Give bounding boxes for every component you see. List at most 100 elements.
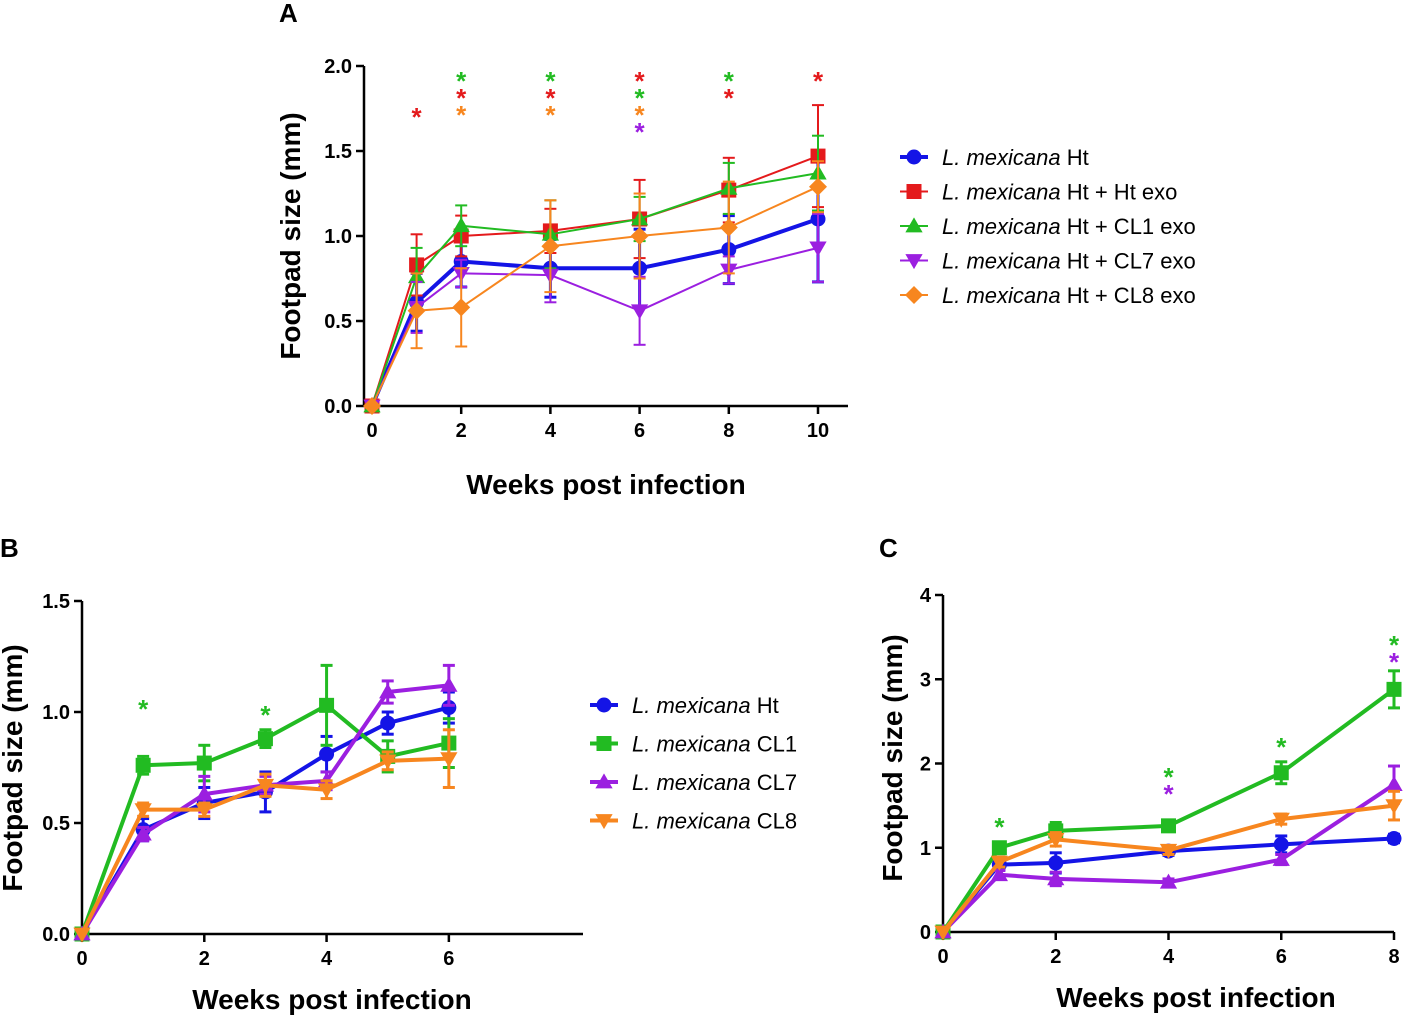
data-point: [1273, 836, 1289, 852]
legend-label: L. mexicana Ht: [632, 693, 779, 718]
data-point: [441, 700, 457, 716]
data-point: [319, 697, 335, 713]
series-3: [934, 789, 1403, 941]
y-tick-label: 0.0: [324, 396, 352, 418]
legend-label: L. mexicana Ht + CL8 exo: [942, 283, 1196, 308]
legend-label: L. mexicana Ht + CL7 exo: [942, 249, 1196, 274]
data-point: [134, 825, 152, 841]
legend-species: L. mexicana: [632, 732, 751, 757]
data-point: [195, 785, 213, 801]
data-point: [379, 683, 397, 699]
significance-star: *: [724, 66, 735, 96]
x-tick-label: 8: [1388, 946, 1399, 968]
y-tick-label: 1.0: [42, 702, 70, 724]
legend-suffix: CL7: [751, 770, 797, 795]
y-tick-label: 4: [920, 585, 932, 607]
legend-marker: [596, 697, 612, 713]
legend-marker: [905, 286, 923, 304]
x-tick-label: 0: [366, 420, 377, 442]
significance-star: *: [1163, 762, 1174, 792]
series-2: [363, 134, 827, 413]
legend-species: L. mexicana: [632, 770, 751, 795]
series-0: [364, 154, 826, 414]
data-point: [990, 866, 1008, 882]
significance-star: *: [260, 700, 271, 730]
y-tick-label: 1.5: [42, 591, 70, 613]
data-point: [440, 752, 458, 768]
x-tick-label: 10: [807, 420, 829, 442]
data-point: [991, 840, 1007, 856]
x-tick-label: 2: [1050, 946, 1061, 968]
data-point: [317, 783, 336, 799]
x-tick-label: 2: [456, 420, 467, 442]
data-point: [319, 746, 335, 762]
legend-species: L. mexicana: [632, 809, 751, 834]
legend-marker: [595, 814, 613, 830]
data-point: [407, 301, 426, 320]
chart-panel-b: B 0.0 0.5 1.0 1.5 0 2 4 6 Weeks post infection Foo…: [0, 533, 797, 1015]
significance-star: *: [635, 66, 646, 96]
data-point: [719, 218, 738, 237]
data-point: [1386, 830, 1402, 846]
legend-suffix: CL8: [751, 809, 797, 834]
x-tick-label: 4: [545, 420, 557, 442]
panel-letter: A: [279, 0, 298, 28]
series-3: [73, 728, 458, 943]
significance-star: *: [994, 812, 1005, 842]
significance-star: *: [412, 102, 423, 132]
legend-suffix: Ht: [751, 693, 779, 718]
legend-label: L. mexicana Ht: [942, 145, 1089, 170]
legend-suffix: Ht + Ht exo: [1061, 180, 1178, 205]
legend-marker: [905, 254, 923, 270]
legend-suffix: Ht + CL8 exo: [1061, 283, 1196, 308]
series-line: [941, 803, 1395, 934]
x-tick-label: 4: [321, 948, 333, 970]
legend-species: L. mexicana: [632, 693, 751, 718]
data-point: [1386, 681, 1402, 697]
series-1: [364, 104, 826, 414]
data-point: [1272, 812, 1290, 828]
legend-suffix: Ht + CL7 exo: [1061, 249, 1196, 274]
legend-label: L. mexicana Ht + CL1 exo: [942, 214, 1196, 239]
y-tick-label: 0.5: [324, 311, 352, 333]
data-point: [256, 778, 275, 794]
chart-panel-a: A 0.0 0.5 1.0 1.5 2.0 0 2 4 6 8 10 Weeks post infect…: [275, 0, 1196, 500]
x-axis-title: Weeks post infection: [1056, 982, 1336, 1013]
data-point: [452, 298, 471, 317]
legend: L. mexicana HtL. mexicana Ht + Ht exoL. …: [900, 145, 1196, 308]
legend-marker: [595, 773, 613, 789]
y-axis-title: Footpad size (mm): [0, 644, 28, 891]
data-point: [440, 676, 458, 692]
legend-species: L. mexicana: [942, 214, 1061, 239]
legend-species: L. mexicana: [942, 145, 1061, 170]
data-point: [1273, 765, 1289, 781]
data-point: [1161, 818, 1176, 834]
chart-panel-c: C 0 1 2 3 4 0 2 4 6 8 Weeks post infection Footpad s…: [877, 533, 1403, 1013]
x-tick-label: 6: [443, 948, 454, 970]
y-axis-title: Footpad size (mm): [275, 112, 306, 359]
significance-star: *: [813, 66, 824, 96]
data-point: [257, 731, 273, 747]
legend-label: L. mexicana CL8: [632, 809, 797, 834]
significance-star: *: [724, 83, 735, 113]
data-point: [630, 227, 649, 245]
x-tick-label: 6: [1276, 946, 1287, 968]
significance-star: *: [1389, 630, 1400, 660]
data-point: [379, 754, 397, 770]
series-line: [371, 185, 819, 407]
series-line: [941, 782, 1396, 934]
x-tick-label: 4: [1163, 946, 1175, 968]
x-axis-title: Weeks post infection: [192, 984, 472, 1015]
data-point: [1159, 873, 1178, 889]
data-point: [135, 757, 151, 773]
significance-star: *: [456, 83, 467, 113]
significance-star: *: [456, 66, 467, 96]
legend-suffix: CL1: [751, 732, 797, 757]
data-point: [1047, 870, 1065, 886]
series-line: [371, 246, 819, 407]
legend-marker: [905, 217, 923, 233]
series-3: [363, 212, 827, 415]
x-tick-label: 0: [76, 948, 87, 970]
legend-marker: [906, 149, 922, 165]
